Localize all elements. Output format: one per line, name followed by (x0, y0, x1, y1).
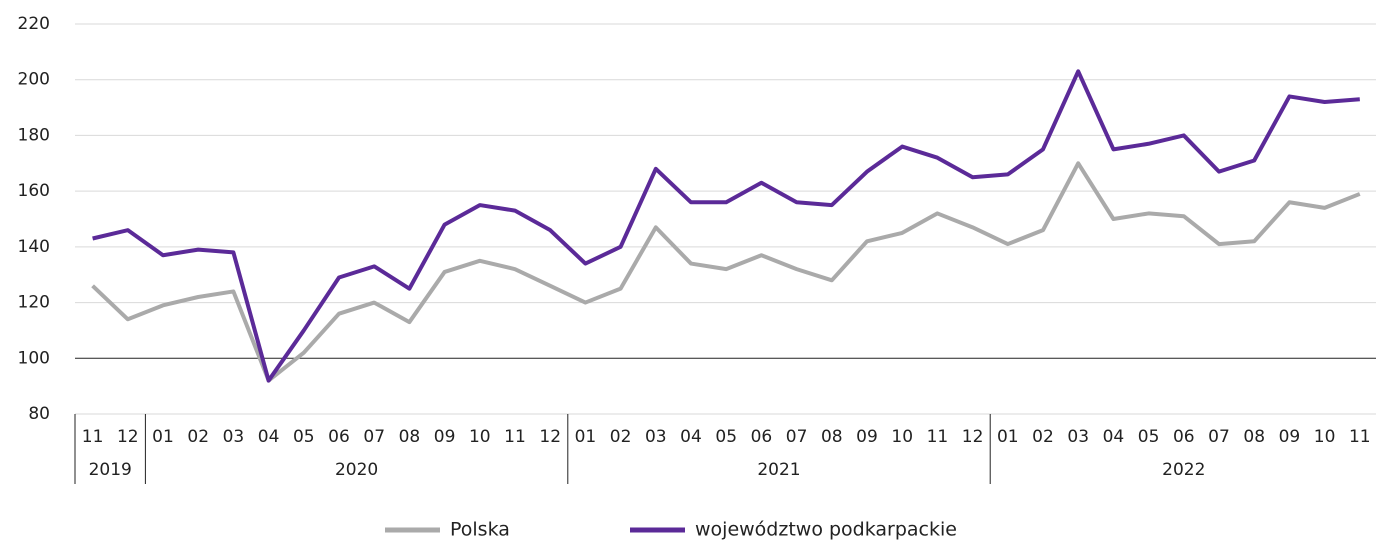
y-tick-label: 220 (18, 14, 50, 34)
x-tick-label: 07 (1208, 427, 1230, 447)
group-label: 2022 (1162, 460, 1205, 480)
x-tick-label: 12 (539, 427, 561, 447)
x-tick-label: 11 (82, 427, 104, 447)
x-tick-label: 08 (821, 427, 843, 447)
y-tick-label: 200 (18, 70, 50, 90)
x-tick-label: 05 (1138, 427, 1160, 447)
x-tick-label: 06 (328, 427, 350, 447)
x-tick-label: 07 (363, 427, 385, 447)
x-tick-label: 03 (223, 427, 245, 447)
x-tick-label: 06 (1173, 427, 1195, 447)
x-tick-label: 04 (1103, 427, 1125, 447)
legend-label: Polska (450, 519, 510, 541)
x-tick-label: 01 (997, 427, 1019, 447)
x-tick-label: 05 (715, 427, 737, 447)
x-tick-label: 02 (610, 427, 632, 447)
x-tick-label: 12 (117, 427, 139, 447)
y-tick-label: 160 (18, 181, 50, 201)
x-tick-label: 09 (434, 427, 456, 447)
x-tick-label: 01 (575, 427, 597, 447)
x-tick-label: 02 (1032, 427, 1054, 447)
group-label: 2021 (757, 460, 800, 480)
x-tick-label: 07 (786, 427, 808, 447)
x-tick-label: 08 (399, 427, 421, 447)
y-tick-label: 140 (18, 237, 50, 257)
group-label: 2019 (89, 460, 132, 480)
x-tick-label: 02 (187, 427, 209, 447)
series-line (92, 69, 1360, 383)
y-tick-label: 100 (18, 348, 50, 368)
series-line (91, 161, 1361, 383)
x-tick-label: 10 (1314, 427, 1336, 447)
legend-label: województwo podkarpackie (695, 519, 957, 541)
x-tick-label: 05 (293, 427, 315, 447)
y-tick-label: 180 (18, 125, 50, 145)
x-tick-label: 11 (504, 427, 526, 447)
x-tick-label: 08 (1243, 427, 1265, 447)
y-tick-label: 80 (28, 404, 50, 424)
y-tick-label: 120 (18, 293, 50, 313)
x-tick-label: 03 (1067, 427, 1089, 447)
x-tick-label: 12 (962, 427, 984, 447)
x-tick-label: 01 (152, 427, 174, 447)
x-tick-label: 04 (258, 427, 280, 447)
x-tick-label: 03 (645, 427, 667, 447)
x-tick-label: 09 (856, 427, 878, 447)
x-tick-label: 09 (1279, 427, 1301, 447)
x-tick-label: 04 (680, 427, 702, 447)
x-tick-label: 11 (1349, 427, 1371, 447)
x-tick-label: 06 (751, 427, 773, 447)
x-tick-label: 10 (469, 427, 491, 447)
group-label: 2020 (335, 460, 378, 480)
x-tick-label: 10 (891, 427, 913, 447)
x-tick-label: 11 (927, 427, 949, 447)
